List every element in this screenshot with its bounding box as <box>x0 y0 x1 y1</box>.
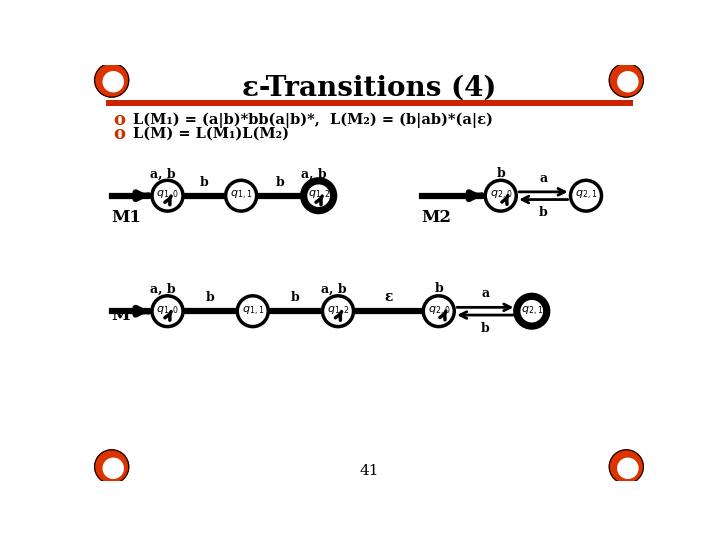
Circle shape <box>618 72 638 92</box>
Text: b: b <box>276 176 284 189</box>
Text: $q_{1,1}$: $q_{1,1}$ <box>242 305 264 318</box>
Text: L(M) = L(M₁)L(M₂): L(M) = L(M₁)L(M₂) <box>133 127 289 141</box>
Circle shape <box>618 458 638 478</box>
Text: L(M₁) = (a|b)*bb(a|b)*,  L(M₂) = (b|ab)*(a|ε): L(M₁) = (a|b)*bb(a|b)*, L(M₂) = (b|ab)*(… <box>133 112 493 128</box>
Text: $q_{1,0}$: $q_{1,0}$ <box>156 189 179 202</box>
Text: ε-Transitions (4): ε-Transitions (4) <box>242 75 496 102</box>
Text: M: M <box>112 307 130 323</box>
Text: $q_{2,1}$: $q_{2,1}$ <box>521 305 543 318</box>
Text: M2: M2 <box>422 209 451 226</box>
Circle shape <box>94 450 129 484</box>
Circle shape <box>570 180 601 211</box>
Circle shape <box>323 296 354 327</box>
Circle shape <box>238 296 269 327</box>
Text: $q_{1,2}$: $q_{1,2}$ <box>327 305 349 318</box>
Circle shape <box>103 72 123 92</box>
Circle shape <box>423 296 454 327</box>
Circle shape <box>303 180 334 211</box>
Text: b: b <box>291 291 300 304</box>
Text: o: o <box>114 111 125 129</box>
Text: $q_{1,1}$: $q_{1,1}$ <box>230 189 252 202</box>
Circle shape <box>609 450 644 484</box>
Text: 41: 41 <box>359 464 379 478</box>
Text: $q_{2,0}$: $q_{2,0}$ <box>490 189 512 202</box>
Text: b: b <box>200 176 209 189</box>
Text: $q_{1,0}$: $q_{1,0}$ <box>156 305 179 318</box>
Text: a: a <box>539 172 547 185</box>
Text: b: b <box>206 291 215 304</box>
Circle shape <box>103 458 123 478</box>
Text: b: b <box>496 167 505 180</box>
Text: b: b <box>539 206 548 219</box>
Text: a, b: a, b <box>150 167 176 180</box>
Circle shape <box>609 63 644 97</box>
Circle shape <box>225 180 256 211</box>
Circle shape <box>485 180 516 211</box>
Circle shape <box>516 296 547 327</box>
Text: b: b <box>434 282 443 295</box>
Text: $q_{2,0}$: $q_{2,0}$ <box>428 305 450 318</box>
Text: $q_{2,1}$: $q_{2,1}$ <box>575 189 597 202</box>
Text: M1: M1 <box>112 209 142 226</box>
Circle shape <box>152 296 183 327</box>
Text: $q_{1,2}$: $q_{1,2}$ <box>307 189 330 202</box>
Text: a, b: a, b <box>150 283 176 296</box>
Text: ε: ε <box>384 291 392 304</box>
Circle shape <box>152 180 183 211</box>
Circle shape <box>94 63 129 97</box>
Text: o: o <box>114 125 125 143</box>
Text: a, b: a, b <box>302 167 327 180</box>
Text: a, b: a, b <box>321 283 346 296</box>
FancyBboxPatch shape <box>106 100 632 106</box>
Text: a: a <box>481 287 490 300</box>
Text: b: b <box>481 322 490 335</box>
